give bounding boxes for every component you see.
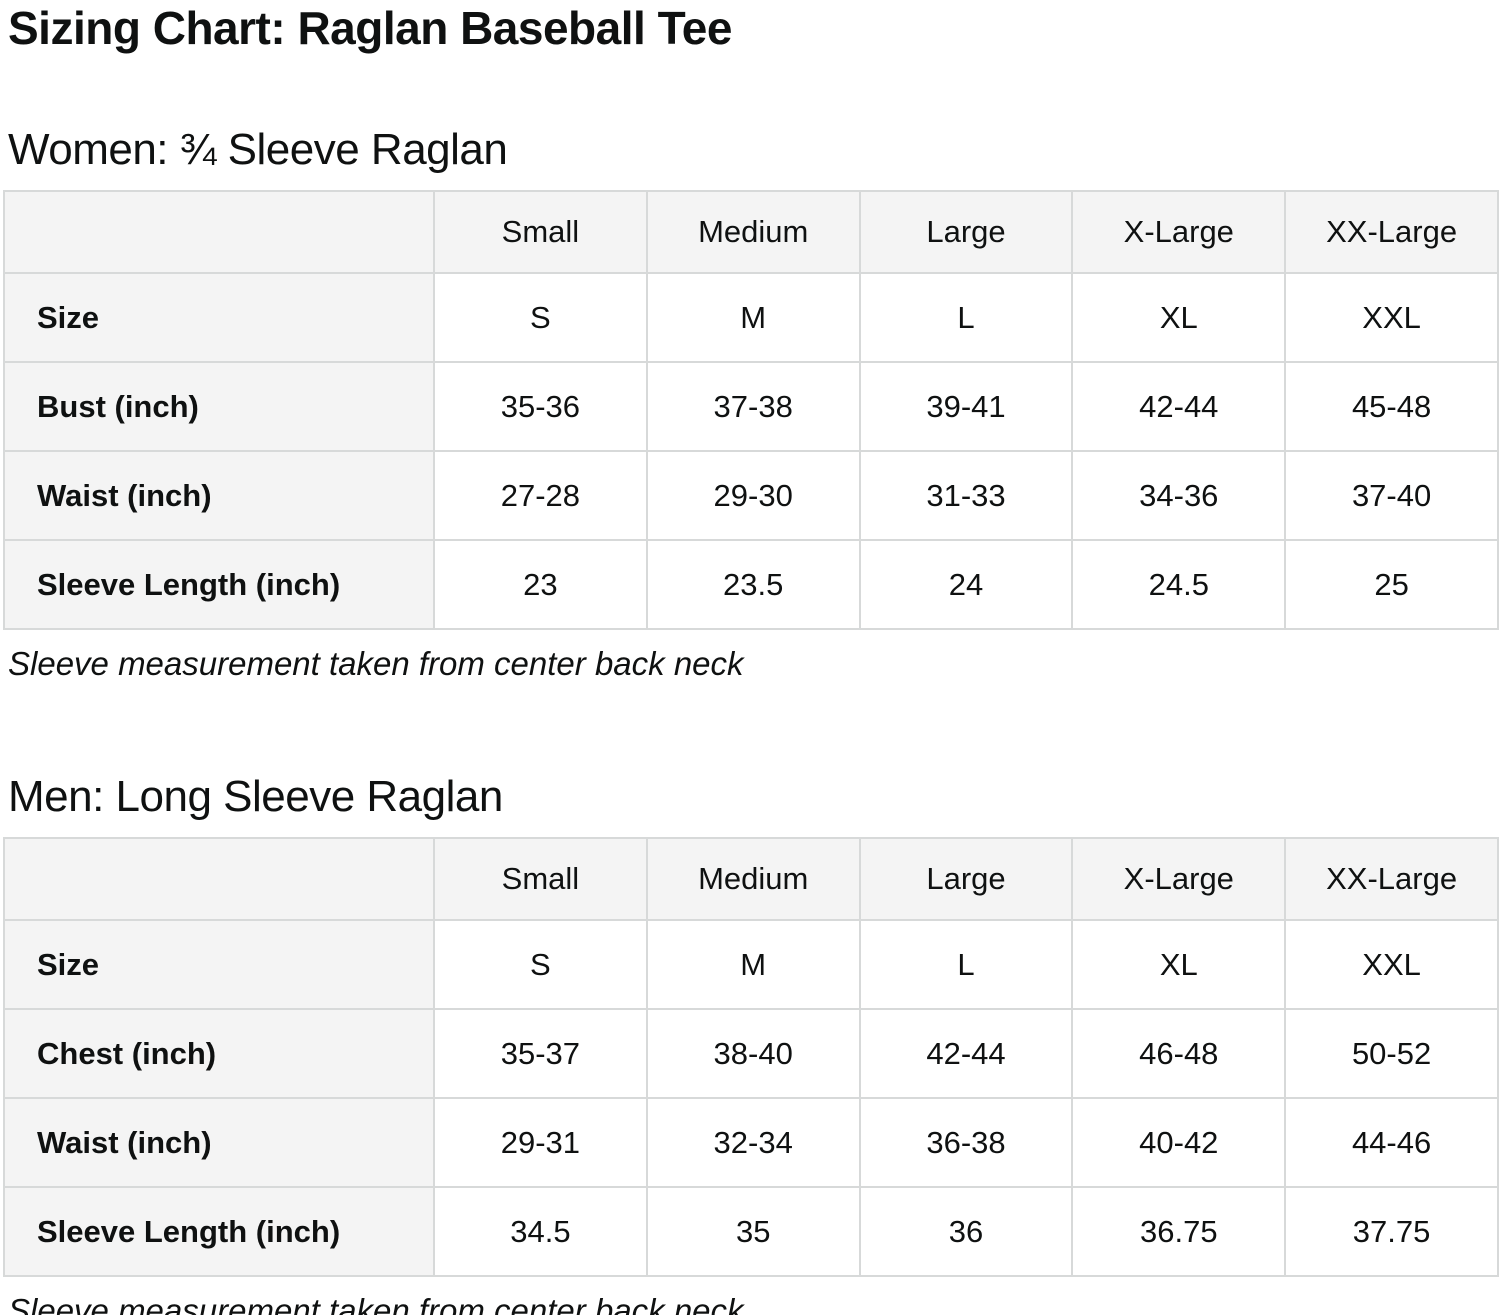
value-cell: 24 xyxy=(858,539,1074,630)
value-cell: 29-31 xyxy=(433,1097,648,1188)
value-cell: 37-40 xyxy=(1284,450,1499,541)
table-row: Size S M L XL XXL xyxy=(3,919,1499,1010)
value-cell: XXL xyxy=(1284,272,1499,363)
value-cell: 25 xyxy=(1284,539,1499,630)
value-cell: 37-38 xyxy=(645,361,861,452)
value-cell: 36-38 xyxy=(858,1097,1074,1188)
value-cell: M xyxy=(645,272,861,363)
table-row: Size S M L XL XXL xyxy=(3,272,1499,363)
corner-cell xyxy=(3,190,435,274)
table-row: Chest (inch) 35-37 38-40 42-44 46-48 50-52 xyxy=(3,1008,1499,1099)
column-header: Medium xyxy=(645,190,861,274)
value-cell: 42-44 xyxy=(1071,361,1287,452)
column-header: Small xyxy=(433,837,648,921)
column-header: XX-Large xyxy=(1284,190,1499,274)
value-cell: 27-28 xyxy=(433,450,648,541)
value-cell: 45-48 xyxy=(1284,361,1499,452)
value-cell: 34-36 xyxy=(1071,450,1287,541)
corner-cell xyxy=(3,837,435,921)
value-cell: 23 xyxy=(433,539,648,630)
row-label: Waist (inch) xyxy=(3,450,435,541)
column-header: X-Large xyxy=(1071,837,1287,921)
value-cell: 36 xyxy=(858,1186,1074,1277)
section-heading-men: Men: Long Sleeve Raglan xyxy=(8,772,503,821)
value-cell: S xyxy=(433,272,648,363)
table-row: Sleeve Length (inch) 34.5 35 36 36.75 37.75 xyxy=(3,1186,1499,1277)
value-cell: 42-44 xyxy=(858,1008,1074,1099)
value-cell: 35-36 xyxy=(433,361,648,452)
value-cell: 23.5 xyxy=(645,539,861,630)
sleeve-measurement-note: Sleeve measurement taken from center bac… xyxy=(8,645,744,682)
row-label: Sleeve Length (inch) xyxy=(3,539,435,630)
column-header: Large xyxy=(858,837,1074,921)
value-cell: XL xyxy=(1071,272,1287,363)
section-men: Men: Long Sleeve Raglan Small Medium Large… xyxy=(3,772,1499,1315)
value-cell: L xyxy=(858,272,1074,363)
value-cell: 32-34 xyxy=(645,1097,861,1188)
row-label: Size xyxy=(3,919,435,1010)
value-cell: S xyxy=(433,919,648,1010)
page-title: Sizing Chart: Raglan Baseball Tee xyxy=(8,2,732,54)
value-cell: 50-52 xyxy=(1284,1008,1499,1099)
column-header: Medium xyxy=(645,837,861,921)
value-cell: L xyxy=(858,919,1074,1010)
value-cell: XXL xyxy=(1284,919,1499,1010)
row-label: Size xyxy=(3,272,435,363)
table-row: Sleeve Length (inch) 23 23.5 24 24.5 25 xyxy=(3,539,1499,630)
value-cell: 44-46 xyxy=(1284,1097,1499,1188)
column-header: Large xyxy=(858,190,1074,274)
value-cell: 40-42 xyxy=(1071,1097,1287,1188)
value-cell: 35-37 xyxy=(433,1008,648,1099)
value-cell: M xyxy=(645,919,861,1010)
value-cell: 36.75 xyxy=(1071,1186,1287,1277)
column-header: X-Large xyxy=(1071,190,1287,274)
row-label: Sleeve Length (inch) xyxy=(3,1186,435,1277)
women-size-table: Small Medium Large X-Large XX-Large Size S M L X… xyxy=(3,190,1499,630)
value-cell: 46-48 xyxy=(1071,1008,1287,1099)
value-cell: 35 xyxy=(645,1186,861,1277)
value-cell: 29-30 xyxy=(645,450,861,541)
value-cell: 24.5 xyxy=(1071,539,1287,630)
value-cell: 38-40 xyxy=(645,1008,861,1099)
value-cell: 34.5 xyxy=(433,1186,648,1277)
value-cell: 31-33 xyxy=(858,450,1074,541)
section-heading-women: Women: ¾ Sleeve Raglan xyxy=(8,125,508,174)
section-women: Women: ¾ Sleeve Raglan Small Medium Large X… xyxy=(3,125,1499,684)
row-label: Waist (inch) xyxy=(3,1097,435,1188)
row-label: Chest (inch) xyxy=(3,1008,435,1099)
value-cell: 39-41 xyxy=(858,361,1074,452)
value-cell: XL xyxy=(1071,919,1287,1010)
column-header: Small xyxy=(433,190,648,274)
value-cell: 37.75 xyxy=(1284,1186,1499,1277)
row-label: Bust (inch) xyxy=(3,361,435,452)
table-row: Waist (inch) 27-28 29-30 31-33 34-36 37-40 xyxy=(3,450,1499,541)
men-size-table: Small Medium Large X-Large XX-Large Size S M L X… xyxy=(3,837,1499,1277)
sleeve-measurement-note: Sleeve measurement taken from center bac… xyxy=(8,1292,744,1315)
table-row: Waist (inch) 29-31 32-34 36-38 40-42 44-46 xyxy=(3,1097,1499,1188)
column-header: XX-Large xyxy=(1284,837,1499,921)
column-header-row: Small Medium Large X-Large XX-Large xyxy=(3,190,1499,274)
table-row: Bust (inch) 35-36 37-38 39-41 42-44 45-48 xyxy=(3,361,1499,452)
column-header-row: Small Medium Large X-Large XX-Large xyxy=(3,837,1499,921)
